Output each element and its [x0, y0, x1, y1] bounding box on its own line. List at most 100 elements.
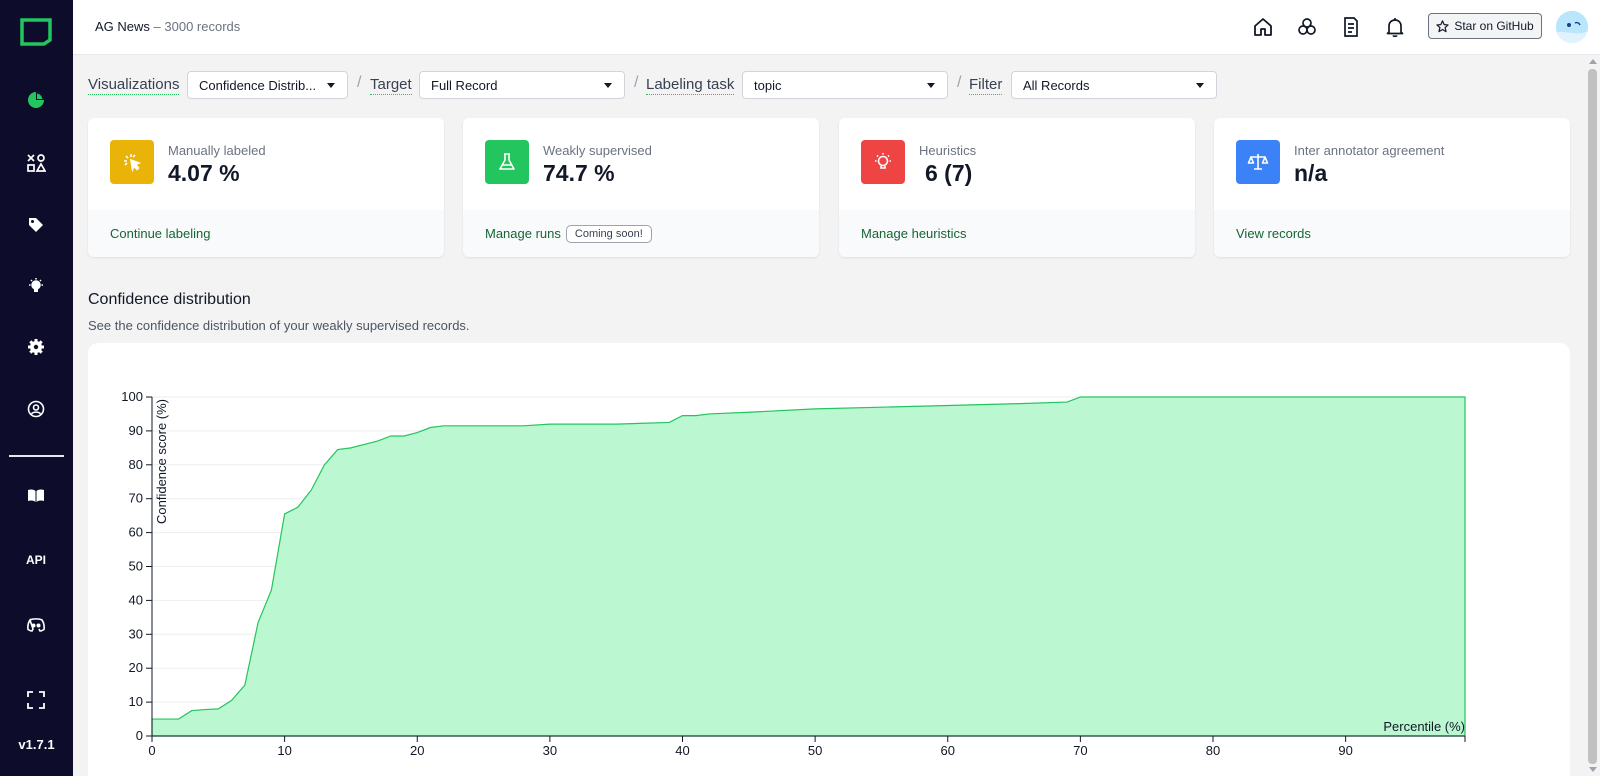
filter-select[interactable]: All Records	[1011, 71, 1217, 99]
sidebar-item-docs[interactable]	[24, 484, 48, 508]
card-icon-box	[110, 140, 154, 184]
card-label: Inter annotator agreement	[1294, 143, 1445, 158]
card-footer: Continue labeling	[88, 210, 444, 257]
star-on-github-button[interactable]: Star on GitHub	[1428, 13, 1542, 39]
sidebar-item-labeling[interactable]	[24, 151, 48, 175]
page-scrollbar[interactable]	[1585, 55, 1600, 776]
x-axis-label: Percentile (%)	[1383, 719, 1465, 734]
chevron-down-icon	[927, 83, 935, 88]
star-icon	[1436, 19, 1449, 32]
card-value: 6 (7)	[925, 160, 973, 186]
y-tick-label: 40	[129, 592, 143, 607]
labeling-task-select[interactable]: topic	[742, 71, 948, 99]
lightbulb-icon	[875, 153, 891, 169]
discord-icon	[27, 618, 45, 632]
card-label: Manually labeled	[168, 143, 266, 158]
sidebar-item-fullscreen[interactable]	[24, 688, 48, 712]
network-icon	[1298, 18, 1316, 35]
sidebar-item-heuristics[interactable]	[24, 274, 48, 298]
sidebar-item-labels[interactable]	[24, 213, 48, 237]
manage-heuristics-link[interactable]: Manage heuristics	[861, 226, 967, 241]
target-select[interactable]: Full Record	[419, 71, 625, 99]
project-title: AG News – 3000 records	[95, 19, 240, 34]
lightbulb-icon	[29, 278, 43, 292]
continue-labeling-link[interactable]: Continue labeling	[110, 226, 211, 241]
filter-separator: /	[634, 74, 639, 91]
section-title: Confidence distribution	[88, 291, 251, 308]
project-name: AG News	[95, 19, 150, 34]
manage-runs-link[interactable]: Manage runs	[485, 226, 561, 241]
sidebar-item-settings[interactable]	[24, 335, 48, 359]
y-tick-label: 60	[129, 525, 143, 540]
bell-icon	[1386, 18, 1404, 38]
record-count: 3000 records	[164, 19, 241, 34]
x-tick-label: 20	[410, 743, 424, 758]
x-tick-label: 50	[808, 743, 822, 758]
card-label: Weakly supervised	[543, 143, 652, 158]
projects-button[interactable]	[1295, 15, 1319, 39]
tag-icon	[29, 218, 43, 232]
card-footer: Manage heuristics	[839, 210, 1195, 257]
scroll-up-icon[interactable]	[1589, 59, 1597, 64]
sidebar-item-account[interactable]	[24, 397, 48, 421]
pie-chart-icon	[28, 92, 44, 108]
scale-icon	[1247, 154, 1269, 170]
card-icon-box	[485, 140, 529, 184]
card-value: n/a	[1294, 160, 1328, 186]
coming-soon-badge: Coming soon!	[565, 224, 652, 243]
y-axis-label: Confidence score (%)	[154, 399, 169, 524]
y-tick-label: 80	[129, 457, 143, 472]
y-tick-label: 10	[129, 694, 143, 709]
fullscreen-icon	[27, 691, 45, 709]
filter-separator: /	[957, 74, 962, 91]
target-label[interactable]: Target	[370, 76, 412, 95]
view-records-link[interactable]: View records	[1236, 226, 1311, 241]
weakly-supervised-card: Weakly supervised 74.7 % Manage runs Com…	[463, 118, 819, 257]
user-avatar[interactable]	[1556, 11, 1588, 43]
y-tick-label: 30	[129, 626, 143, 641]
x-tick-label: 30	[543, 743, 557, 758]
card-icon-box	[861, 140, 905, 184]
card-icon-box	[1236, 140, 1280, 184]
x-tick-label: 80	[1206, 743, 1220, 758]
visualizations-label[interactable]: Visualizations	[88, 76, 180, 95]
scroll-thumb[interactable]	[1588, 69, 1597, 764]
card-footer: Manage runs Coming soon!	[463, 210, 819, 257]
app-version: v1.7.1	[18, 737, 55, 752]
card-label: Heuristics	[919, 143, 977, 158]
filter-label[interactable]: Filter	[969, 76, 1003, 95]
api-icon: API	[25, 553, 46, 567]
notifications-button[interactable]	[1383, 15, 1407, 39]
x-tick-label: 90	[1338, 743, 1352, 758]
flask-icon	[499, 153, 515, 170]
app-logo[interactable]	[20, 18, 52, 46]
y-tick-label: 50	[129, 559, 143, 574]
docs-button[interactable]	[1339, 15, 1363, 39]
avatar-icon	[1556, 11, 1588, 43]
card-value: 74.7 %	[543, 160, 615, 186]
section-subtitle: See the confidence distribution of your …	[88, 318, 470, 333]
card-value: 4.07 %	[168, 160, 240, 186]
labeling-task-label[interactable]: Labeling task	[646, 76, 735, 95]
x-tick-label: 70	[1073, 743, 1087, 758]
manually-labeled-card: Manually labeled 4.07 % Continue labelin…	[88, 118, 444, 257]
confidence-area	[151, 396, 1466, 737]
y-tick-label: 90	[129, 423, 143, 438]
scroll-down-icon[interactable]	[1589, 767, 1597, 772]
top-header: AG News – 3000 records Star on GitHub	[73, 0, 1600, 55]
home-button[interactable]	[1251, 15, 1275, 39]
sidebar: API v1.7.1	[0, 0, 73, 776]
card-footer: View records	[1214, 210, 1570, 257]
sidebar-item-discord[interactable]	[24, 613, 48, 637]
sidebar-item-api[interactable]: API	[24, 548, 48, 572]
visualization-value: Confidence Distrib...	[199, 77, 317, 93]
inter-annotator-card: Inter annotator agreement n/a View recor…	[1214, 118, 1570, 257]
chevron-down-icon	[327, 83, 335, 88]
visualization-select[interactable]: Confidence Distrib...	[187, 71, 348, 99]
filter-value: All Records	[1023, 77, 1090, 93]
x-tick-label: 40	[675, 743, 689, 758]
sidebar-item-overview[interactable]	[24, 88, 48, 112]
document-icon	[1344, 17, 1358, 37]
title-separator: –	[153, 19, 161, 34]
y-tick-label: 20	[129, 660, 143, 675]
